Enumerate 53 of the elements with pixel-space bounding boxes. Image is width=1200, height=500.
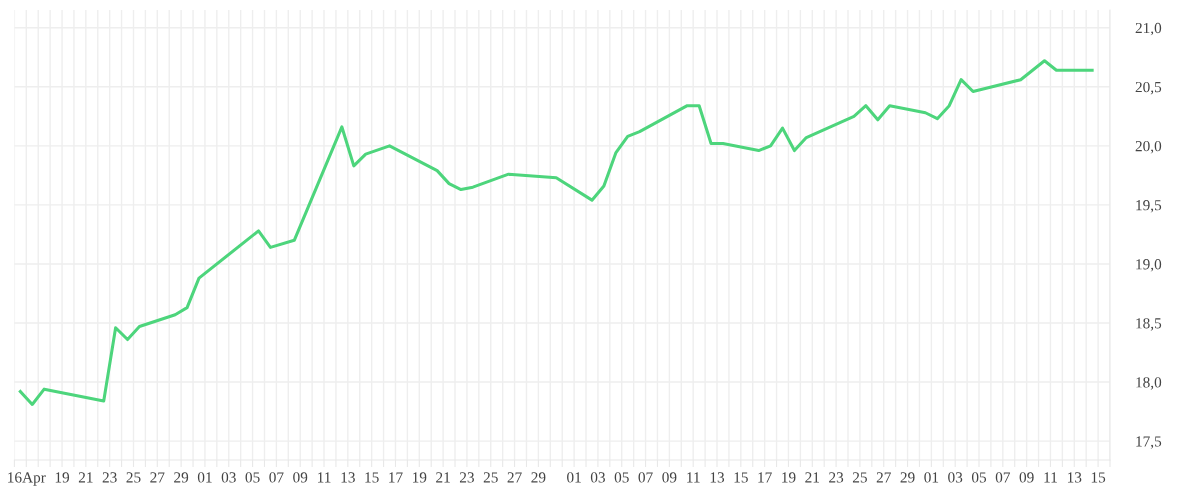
x-tick-label: 09 <box>293 472 308 483</box>
x-tick-label: 19 <box>55 472 70 483</box>
y-tick-label: 20,0 <box>1135 140 1162 154</box>
x-tick-label: 21 <box>78 472 93 483</box>
y-tick-label: 20,5 <box>1135 81 1162 95</box>
x-tick-label: 11 <box>687 472 700 483</box>
x-tick-label: 25 <box>852 472 867 483</box>
x-tick-label: 23 <box>829 472 844 483</box>
x-tick-label: 29 <box>531 472 546 483</box>
x-tick-label: 23 <box>102 472 117 483</box>
x-tick-label: 19 <box>413 472 427 483</box>
x-tick-label: 05 <box>245 472 260 483</box>
x-tick-label: 05 <box>614 472 629 483</box>
y-tick-label: 19,0 <box>1136 259 1162 272</box>
x-tick-label: 25 <box>483 472 498 483</box>
x-tick-label: 03 <box>948 472 963 483</box>
x-tick-label: 01 <box>924 472 939 483</box>
y-tick-label: 21,0 <box>1135 22 1162 36</box>
x-tick-label: 09 <box>1019 472 1034 483</box>
x-tick-label: 05 <box>971 472 987 483</box>
x-tick-label: 09 <box>662 472 677 483</box>
x-tick-label: 17 <box>389 472 403 483</box>
x-tick-label: 29 <box>900 472 915 483</box>
x-tick-label: 27 <box>507 472 522 483</box>
x-tick-label: 21 <box>805 472 819 483</box>
y-tick-label: 18,0 <box>1136 377 1162 390</box>
y-tick-label: 19,5 <box>1136 200 1162 213</box>
x-tick-label: 11 <box>1044 472 1057 483</box>
x-tick-label: 17 <box>758 472 772 483</box>
x-tick-label: 15 <box>365 472 379 483</box>
y-tick-label: 18,5 <box>1136 318 1162 331</box>
x-tick-label: 27 <box>150 472 165 483</box>
x-tick-label: 11 <box>318 472 331 483</box>
x-tick-label: 13 <box>341 472 355 483</box>
x-tick-label: 07 <box>995 472 1011 483</box>
y-tick-label: 17,5 <box>1136 436 1162 449</box>
x-tick-label: 16Apr <box>8 472 46 486</box>
x-tick-label: 21 <box>436 472 450 483</box>
x-tick-label: 19 <box>782 472 796 483</box>
x-tick-label: 13 <box>1067 472 1082 483</box>
x-tick-label: 23 <box>459 472 474 483</box>
x-tick-label: 01 <box>567 472 581 483</box>
x-tick-label: 25 <box>126 472 141 483</box>
x-tick-label: 15 <box>734 472 748 483</box>
x-tick-label: 03 <box>221 472 236 483</box>
x-tick-label: 13 <box>710 472 725 483</box>
x-tick-label: 27 <box>876 472 891 483</box>
x-tick-label: 15 <box>1091 472 1106 483</box>
x-tick-label: 01 <box>197 472 212 483</box>
x-tick-label: 03 <box>590 472 605 483</box>
x-tick-label: 07 <box>638 472 653 483</box>
x-tick-label: 29 <box>174 472 189 483</box>
x-tick-label: 07 <box>269 472 284 483</box>
